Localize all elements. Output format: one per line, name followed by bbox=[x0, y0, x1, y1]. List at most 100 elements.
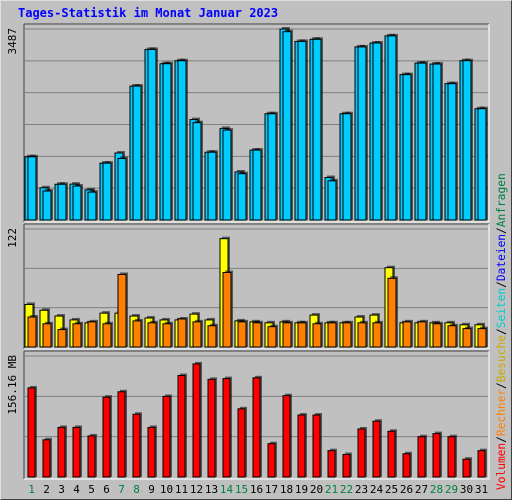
day-label-28: 28 bbox=[430, 483, 443, 496]
bar-dateien-day-18 bbox=[282, 31, 292, 221]
bar-dateien-day-14 bbox=[222, 129, 232, 221]
bar-dateien-day-19 bbox=[297, 40, 307, 221]
day-label-25: 25 bbox=[385, 483, 398, 496]
legend-anfragen: Anfragen bbox=[495, 173, 508, 227]
bar-dateien-day-5 bbox=[87, 191, 97, 221]
chart-title: Tages-Statistik im Monat Januar 2023 bbox=[18, 6, 279, 20]
bar-volumen-day-14 bbox=[222, 378, 231, 478]
bar-rechner-day-23 bbox=[357, 322, 367, 348]
bar-dateien-day-28 bbox=[432, 63, 442, 221]
bar-volumen-day-29 bbox=[447, 436, 456, 478]
bar-volumen-day-15 bbox=[237, 408, 246, 478]
day-label-7: 7 bbox=[118, 483, 125, 496]
bar-volumen-day-7 bbox=[117, 391, 126, 478]
bar-dateien-day-21 bbox=[327, 180, 337, 221]
day-label-30: 30 bbox=[460, 483, 473, 496]
bar-volumen-day-11 bbox=[177, 374, 186, 478]
day-label-29: 29 bbox=[445, 483, 458, 496]
day-label-27: 27 bbox=[415, 483, 428, 496]
day-label-19: 19 bbox=[295, 483, 308, 496]
bar-rechner-day-3 bbox=[57, 329, 67, 348]
bar-rechner-day-11 bbox=[177, 318, 187, 348]
day-label-18: 18 bbox=[280, 483, 293, 496]
bar-rechner-day-9 bbox=[147, 322, 157, 348]
day-label-17: 17 bbox=[265, 483, 278, 496]
day-label-1: 1 bbox=[28, 483, 35, 496]
bar-dateien-day-13 bbox=[207, 151, 217, 221]
day-label-10: 10 bbox=[160, 483, 173, 496]
legend-separator: / bbox=[495, 281, 508, 288]
bar-volumen-day-1 bbox=[27, 387, 36, 478]
day-label-3: 3 bbox=[58, 483, 65, 496]
bar-rechner-day-5 bbox=[87, 321, 97, 348]
bar-dateien-day-29 bbox=[447, 83, 457, 221]
panel-kbytes-max-label: 156.16 MB bbox=[6, 355, 19, 415]
bar-rechner-day-26 bbox=[402, 321, 412, 348]
bar-volumen-day-5 bbox=[87, 435, 96, 478]
bar-rechner-day-16 bbox=[252, 322, 262, 348]
legend-volumen: Volumen bbox=[495, 443, 508, 490]
bar-rechner-day-27 bbox=[417, 321, 427, 348]
panel-hits-files-max-label: 3487 bbox=[6, 28, 19, 55]
day-label-15: 15 bbox=[235, 483, 248, 496]
bar-dateien-day-9 bbox=[147, 48, 157, 221]
bar-volumen-day-19 bbox=[297, 414, 306, 478]
bar-rechner-day-24 bbox=[372, 322, 382, 348]
bar-dateien-day-26 bbox=[402, 74, 412, 221]
legend-seiten: Seiten bbox=[495, 288, 508, 328]
bar-rechner-day-10 bbox=[162, 323, 172, 348]
bar-dateien-day-6 bbox=[102, 162, 112, 221]
bar-rechner-day-7 bbox=[117, 273, 127, 348]
day-label-23: 23 bbox=[355, 483, 368, 496]
bar-dateien-day-2 bbox=[42, 190, 52, 221]
bar-dateien-day-10 bbox=[162, 63, 172, 221]
bar-dateien-day-25 bbox=[387, 35, 397, 221]
day-label-21: 21 bbox=[325, 483, 338, 496]
day-label-20: 20 bbox=[310, 483, 323, 496]
bar-volumen-day-28 bbox=[432, 433, 441, 478]
bar-volumen-day-25 bbox=[387, 430, 396, 478]
bar-dateien-day-15 bbox=[237, 173, 247, 221]
bar-volumen-day-17 bbox=[267, 443, 276, 478]
bar-dateien-day-22 bbox=[342, 113, 352, 221]
legend-besuche: Besuche bbox=[495, 335, 508, 382]
legend-rechner: Rechner bbox=[495, 389, 508, 436]
bar-volumen-day-16 bbox=[252, 377, 261, 478]
bar-volumen-day-9 bbox=[147, 426, 156, 478]
day-label-4: 4 bbox=[73, 483, 80, 496]
bar-dateien-day-1 bbox=[27, 156, 37, 221]
day-label-9: 9 bbox=[148, 483, 155, 496]
bar-dateien-day-24 bbox=[372, 42, 382, 221]
day-label-6: 6 bbox=[103, 483, 110, 496]
bar-rechner-day-15 bbox=[237, 321, 247, 348]
bar-dateien-day-12 bbox=[192, 122, 202, 221]
bar-rechner-day-17 bbox=[267, 326, 277, 348]
bar-volumen-day-8 bbox=[132, 413, 141, 478]
bar-dateien-day-17 bbox=[267, 113, 277, 221]
bar-dateien-day-4 bbox=[72, 185, 82, 221]
bar-rechner-day-2 bbox=[42, 323, 52, 348]
bar-volumen-day-30 bbox=[462, 458, 471, 478]
bar-volumen-day-4 bbox=[72, 426, 81, 478]
bar-rechner-day-13 bbox=[207, 325, 217, 348]
bar-rechner-day-31 bbox=[477, 328, 487, 348]
bar-volumen-day-23 bbox=[357, 428, 366, 478]
bar-rechner-day-20 bbox=[312, 323, 322, 348]
day-label-2: 2 bbox=[43, 483, 50, 496]
bar-volumen-day-2 bbox=[42, 439, 51, 478]
day-label-31: 31 bbox=[475, 483, 488, 496]
bar-volumen-day-20 bbox=[312, 414, 321, 478]
bar-volumen-day-21 bbox=[327, 450, 336, 478]
bar-rechner-day-6 bbox=[102, 323, 112, 348]
bar-dateien-day-23 bbox=[357, 46, 367, 221]
bar-rechner-day-30 bbox=[462, 328, 472, 348]
right-legend: Volumen/Rechner/Besuche/Seiten/Dateien/A… bbox=[495, 173, 508, 490]
day-label-12: 12 bbox=[190, 483, 203, 496]
bar-dateien-day-7 bbox=[117, 157, 127, 221]
bar-dateien-day-8 bbox=[132, 85, 142, 221]
bar-volumen-day-13 bbox=[207, 378, 216, 478]
day-label-14: 14 bbox=[220, 483, 234, 496]
panel-visits-sites-max-label: 122 bbox=[6, 228, 19, 248]
bar-rechner-day-25 bbox=[387, 277, 397, 348]
